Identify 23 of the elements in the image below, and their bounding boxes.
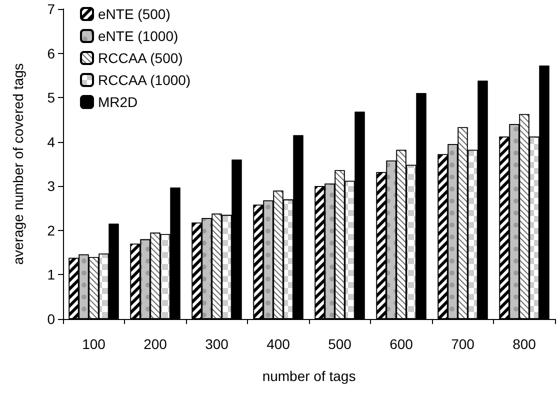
x-axis-title: number of tags: [262, 368, 356, 384]
x-tick-label: 200: [144, 336, 168, 352]
y-tick-label: 1: [47, 266, 56, 283]
legend-label: RCCAA (500): [98, 50, 183, 66]
y-tick-label: 4: [47, 134, 56, 150]
y-tick-label: 3: [47, 178, 56, 194]
x-tick-label: 800: [512, 336, 536, 352]
legend-label: MR2D: [98, 94, 138, 110]
x-tick-label: 600: [390, 336, 414, 352]
x-tick-label: 300: [205, 336, 229, 352]
x-tick-label: 400: [266, 336, 290, 352]
y-tick-label: 6: [47, 45, 56, 62]
y-tick-label: 5: [47, 90, 56, 106]
x-tick-label: 100: [82, 336, 106, 352]
legend-label: eNTE (1000): [98, 28, 178, 44]
y-axis-title: average number of covered tags: [10, 63, 26, 265]
y-tick-label: 2: [47, 222, 56, 238]
y-tick-label: 7: [47, 1, 56, 17]
legend-label: eNTE (500): [98, 6, 170, 22]
y-tick-label: 0: [47, 311, 56, 327]
legend-label: RCCAA (1000): [98, 72, 191, 88]
x-tick-label: 700: [451, 336, 475, 352]
x-tick-label: 500: [328, 336, 352, 352]
